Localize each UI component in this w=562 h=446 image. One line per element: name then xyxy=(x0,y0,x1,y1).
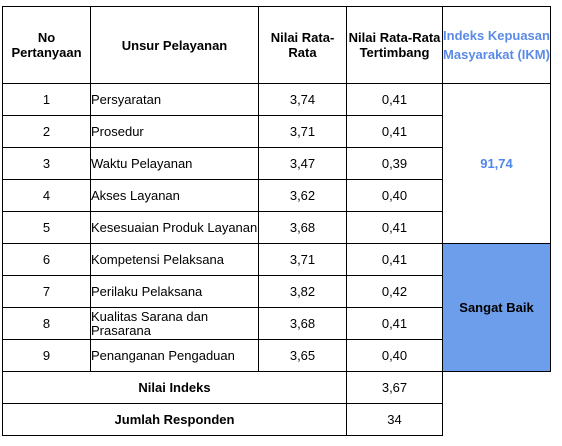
header-tertimbang: Nilai Rata-Rata Tertimbang xyxy=(346,6,443,84)
table-row: 6 Kompetensi Pelaksana 3,71 0,41 Sangat Baik xyxy=(2,243,551,372)
header-no: No Pertanyaan xyxy=(2,6,91,84)
row-unsur: Waktu Pelayanan xyxy=(90,147,259,180)
row-tertimbang: 0,42 xyxy=(346,275,443,308)
jumlah-responden-label: Jumlah Responden xyxy=(2,403,347,436)
row-unsur: Kualitas Sarana dan Prasarana xyxy=(90,307,259,340)
blank-cell xyxy=(443,372,551,404)
row-nilai: 3,71 xyxy=(258,115,347,148)
header-row: No Pertanyaan Unsur Pelayanan Nilai Rata… xyxy=(2,6,551,84)
row-unsur: Perilaku Pelaksana xyxy=(90,275,259,308)
row-tertimbang: 0,41 xyxy=(346,307,443,340)
data-rows: 1 Persyaratan 3,74 0,41 91,74 2 Prosedur 3,71 0,… xyxy=(2,83,551,372)
row-no: 1 xyxy=(2,83,91,116)
table-row: 7 Perilaku Pelaksana 3,82 0,42 xyxy=(2,275,551,308)
row-no: 6 xyxy=(2,243,91,276)
row-nilai: 3,65 xyxy=(258,339,347,372)
nilai-indeks-label: Nilai Indeks xyxy=(2,371,347,404)
ikm-table: No Pertanyaan Unsur Pelayanan Nilai Rata… xyxy=(2,6,551,436)
summary-row-jumlah-responden: Jumlah Responden 34 xyxy=(2,403,551,436)
row-tertimbang: 0,40 xyxy=(346,179,443,212)
row-nilai: 3,74 xyxy=(258,83,347,116)
header-nilai: Nilai Rata-Rata xyxy=(258,6,347,84)
blank-cell xyxy=(443,404,551,436)
table-row: 3 Waktu Pelayanan 3,47 0,39 xyxy=(2,147,551,180)
row-tertimbang: 0,41 xyxy=(346,243,443,276)
row-no: 5 xyxy=(2,211,91,244)
row-nilai: 3,82 xyxy=(258,275,347,308)
header-unsur: Unsur Pelayanan xyxy=(90,6,259,84)
summary-row-nilai-indeks: Nilai Indeks 3,67 xyxy=(2,371,551,404)
row-tertimbang: 0,41 xyxy=(346,83,443,116)
row-unsur: Prosedur xyxy=(90,115,259,148)
row-unsur: Persyaratan xyxy=(90,83,259,116)
header-ikm: Indeks Kepuasan Masyarakat (IKM) xyxy=(442,6,551,84)
row-no: 4 xyxy=(2,179,91,212)
row-nilai: 3,47 xyxy=(258,147,347,180)
row-no: 2 xyxy=(2,115,91,148)
row-nilai: 3,68 xyxy=(258,307,347,340)
row-unsur: Penanganan Pengaduan xyxy=(90,339,259,372)
row-tertimbang: 0,39 xyxy=(346,147,443,180)
row-no: 7 xyxy=(2,275,91,308)
row-no: 3 xyxy=(2,147,91,180)
row-tertimbang: 0,41 xyxy=(346,115,443,148)
ikm-score: 91,74 xyxy=(442,83,551,244)
row-nilai: 3,68 xyxy=(258,211,347,244)
table-row: 5 Kesesuaian Produk Layanan 3,68 0,41 xyxy=(2,211,551,244)
row-unsur: Kesesuaian Produk Layanan xyxy=(90,211,259,244)
nilai-indeks-value: 3,67 xyxy=(346,371,443,404)
row-no: 8 xyxy=(2,307,91,340)
row-nilai: 3,71 xyxy=(258,243,347,276)
table-row: 4 Akses Layanan 3,62 0,40 xyxy=(2,179,551,212)
row-unsur: Kompetensi Pelaksana xyxy=(90,243,259,276)
jumlah-responden-value: 34 xyxy=(346,403,443,436)
row-nilai: 3,62 xyxy=(258,179,347,212)
table-row: 1 Persyaratan 3,74 0,41 91,74 xyxy=(2,83,551,244)
row-no: 9 xyxy=(2,339,91,372)
row-unsur: Akses Layanan xyxy=(90,179,259,212)
row-tertimbang: 0,41 xyxy=(346,211,443,244)
ikm-category: Sangat Baik xyxy=(442,243,551,372)
row-tertimbang: 0,40 xyxy=(346,339,443,372)
